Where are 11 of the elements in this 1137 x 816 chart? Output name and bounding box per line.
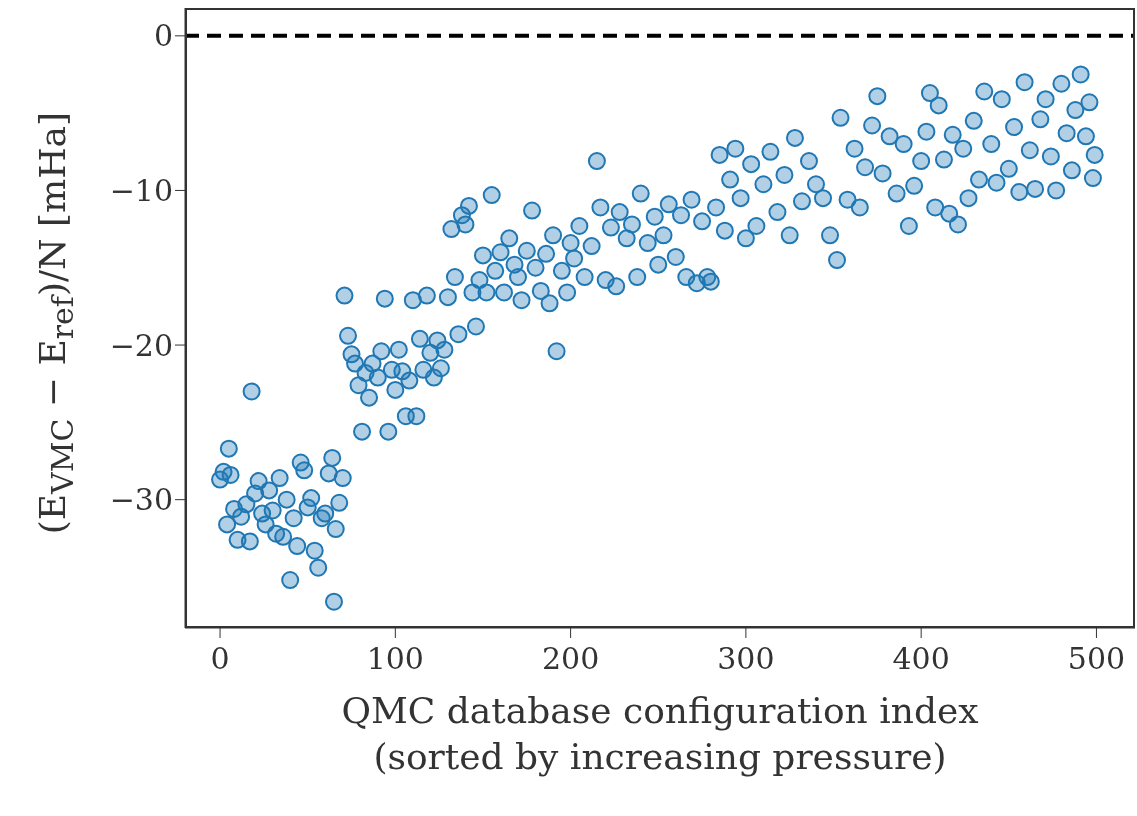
x-axis-title: QMC database configuration index (sorted by increasing pressure) — [340, 689, 980, 779]
x-tick-label: 300 — [717, 641, 775, 677]
x-tick-label: 400 — [892, 641, 950, 677]
x-tick-label: 0 — [210, 641, 230, 677]
y-tick-label: −10 — [109, 173, 173, 209]
y-tick-label: −30 — [109, 482, 173, 518]
y-tick-label: 0 — [153, 18, 173, 54]
x-tick-label: 200 — [541, 641, 600, 677]
x-tick-label: 100 — [366, 641, 424, 677]
x-tick-label: 500 — [1067, 641, 1126, 677]
y-tick-label: −20 — [109, 327, 173, 363]
